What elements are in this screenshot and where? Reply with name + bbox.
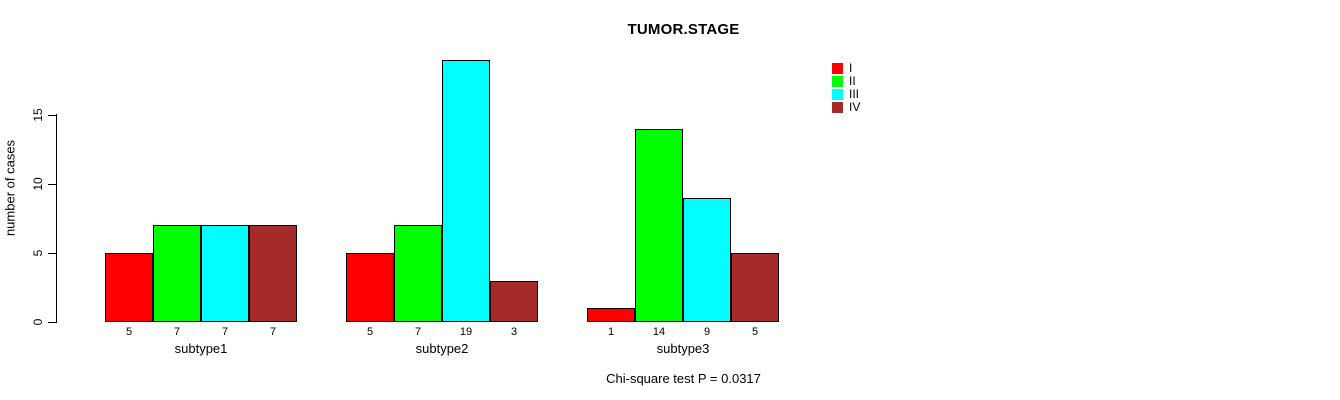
bar-value-label: 5 <box>366 326 374 338</box>
bar-value-label: 7 <box>414 326 422 338</box>
bar-subtype2-stage-II <box>394 225 442 322</box>
bar-subtype3-stage-III <box>683 198 731 322</box>
y-tick-label: 5 <box>31 249 45 257</box>
chart-title: TUMOR.STAGE <box>627 21 740 38</box>
bar-subtype2-stage-I <box>346 253 394 322</box>
y-tick-mark <box>48 184 56 185</box>
legend-label: II <box>849 74 856 88</box>
bar-value-label: 1 <box>607 326 615 338</box>
y-axis-line <box>56 114 57 323</box>
category-label-subtype2: subtype2 <box>415 341 469 356</box>
bar-subtype3-stage-IV <box>731 253 779 322</box>
bar-subtype2-stage-III <box>442 60 490 322</box>
bar-value-label: 5 <box>125 326 133 338</box>
legend-swatch-icon <box>832 89 843 100</box>
legend-item-III: III <box>832 88 860 101</box>
legend-swatch-icon <box>832 76 843 87</box>
bar-subtype1-stage-IV <box>249 225 297 322</box>
bar-subtype2-stage-IV <box>490 281 538 322</box>
bar-subtype1-stage-I <box>105 253 153 322</box>
bar-value-label: 14 <box>652 326 666 338</box>
legend: I II III IV <box>832 62 860 114</box>
bar-subtype3-stage-II <box>635 129 683 322</box>
chi-square-annotation: Chi-square test P = 0.0317 <box>606 371 761 386</box>
legend-item-II: II <box>832 75 860 88</box>
y-tick-label: 10 <box>31 177 45 191</box>
y-tick-label: 15 <box>31 108 45 122</box>
bar-value-label: 7 <box>173 326 181 338</box>
bar-subtype1-stage-II <box>153 225 201 322</box>
legend-label: III <box>849 87 860 101</box>
legend-label: IV <box>849 100 861 114</box>
bar-value-label: 9 <box>703 326 711 338</box>
category-label-subtype3: subtype3 <box>656 341 710 356</box>
bar-subtype3-stage-I <box>587 308 635 322</box>
bar-value-label: 7 <box>269 326 277 338</box>
bar-value-label: 5 <box>751 326 759 338</box>
legend-swatch-icon <box>832 63 843 74</box>
legend-label: I <box>849 61 853 75</box>
y-tick-label: 0 <box>31 318 45 326</box>
y-tick-mark <box>48 322 56 323</box>
y-axis-title: number of cases <box>2 139 18 237</box>
legend-item-IV: IV <box>832 101 860 114</box>
y-tick-mark <box>48 115 56 116</box>
legend-item-I: I <box>832 62 860 75</box>
y-tick-mark <box>48 253 56 254</box>
category-label-subtype1: subtype1 <box>174 341 228 356</box>
legend-swatch-icon <box>832 102 843 113</box>
bar-subtype1-stage-III <box>201 225 249 322</box>
bar-value-label: 7 <box>221 326 229 338</box>
bar-value-label: 19 <box>459 326 473 338</box>
bar-value-label: 3 <box>510 326 518 338</box>
